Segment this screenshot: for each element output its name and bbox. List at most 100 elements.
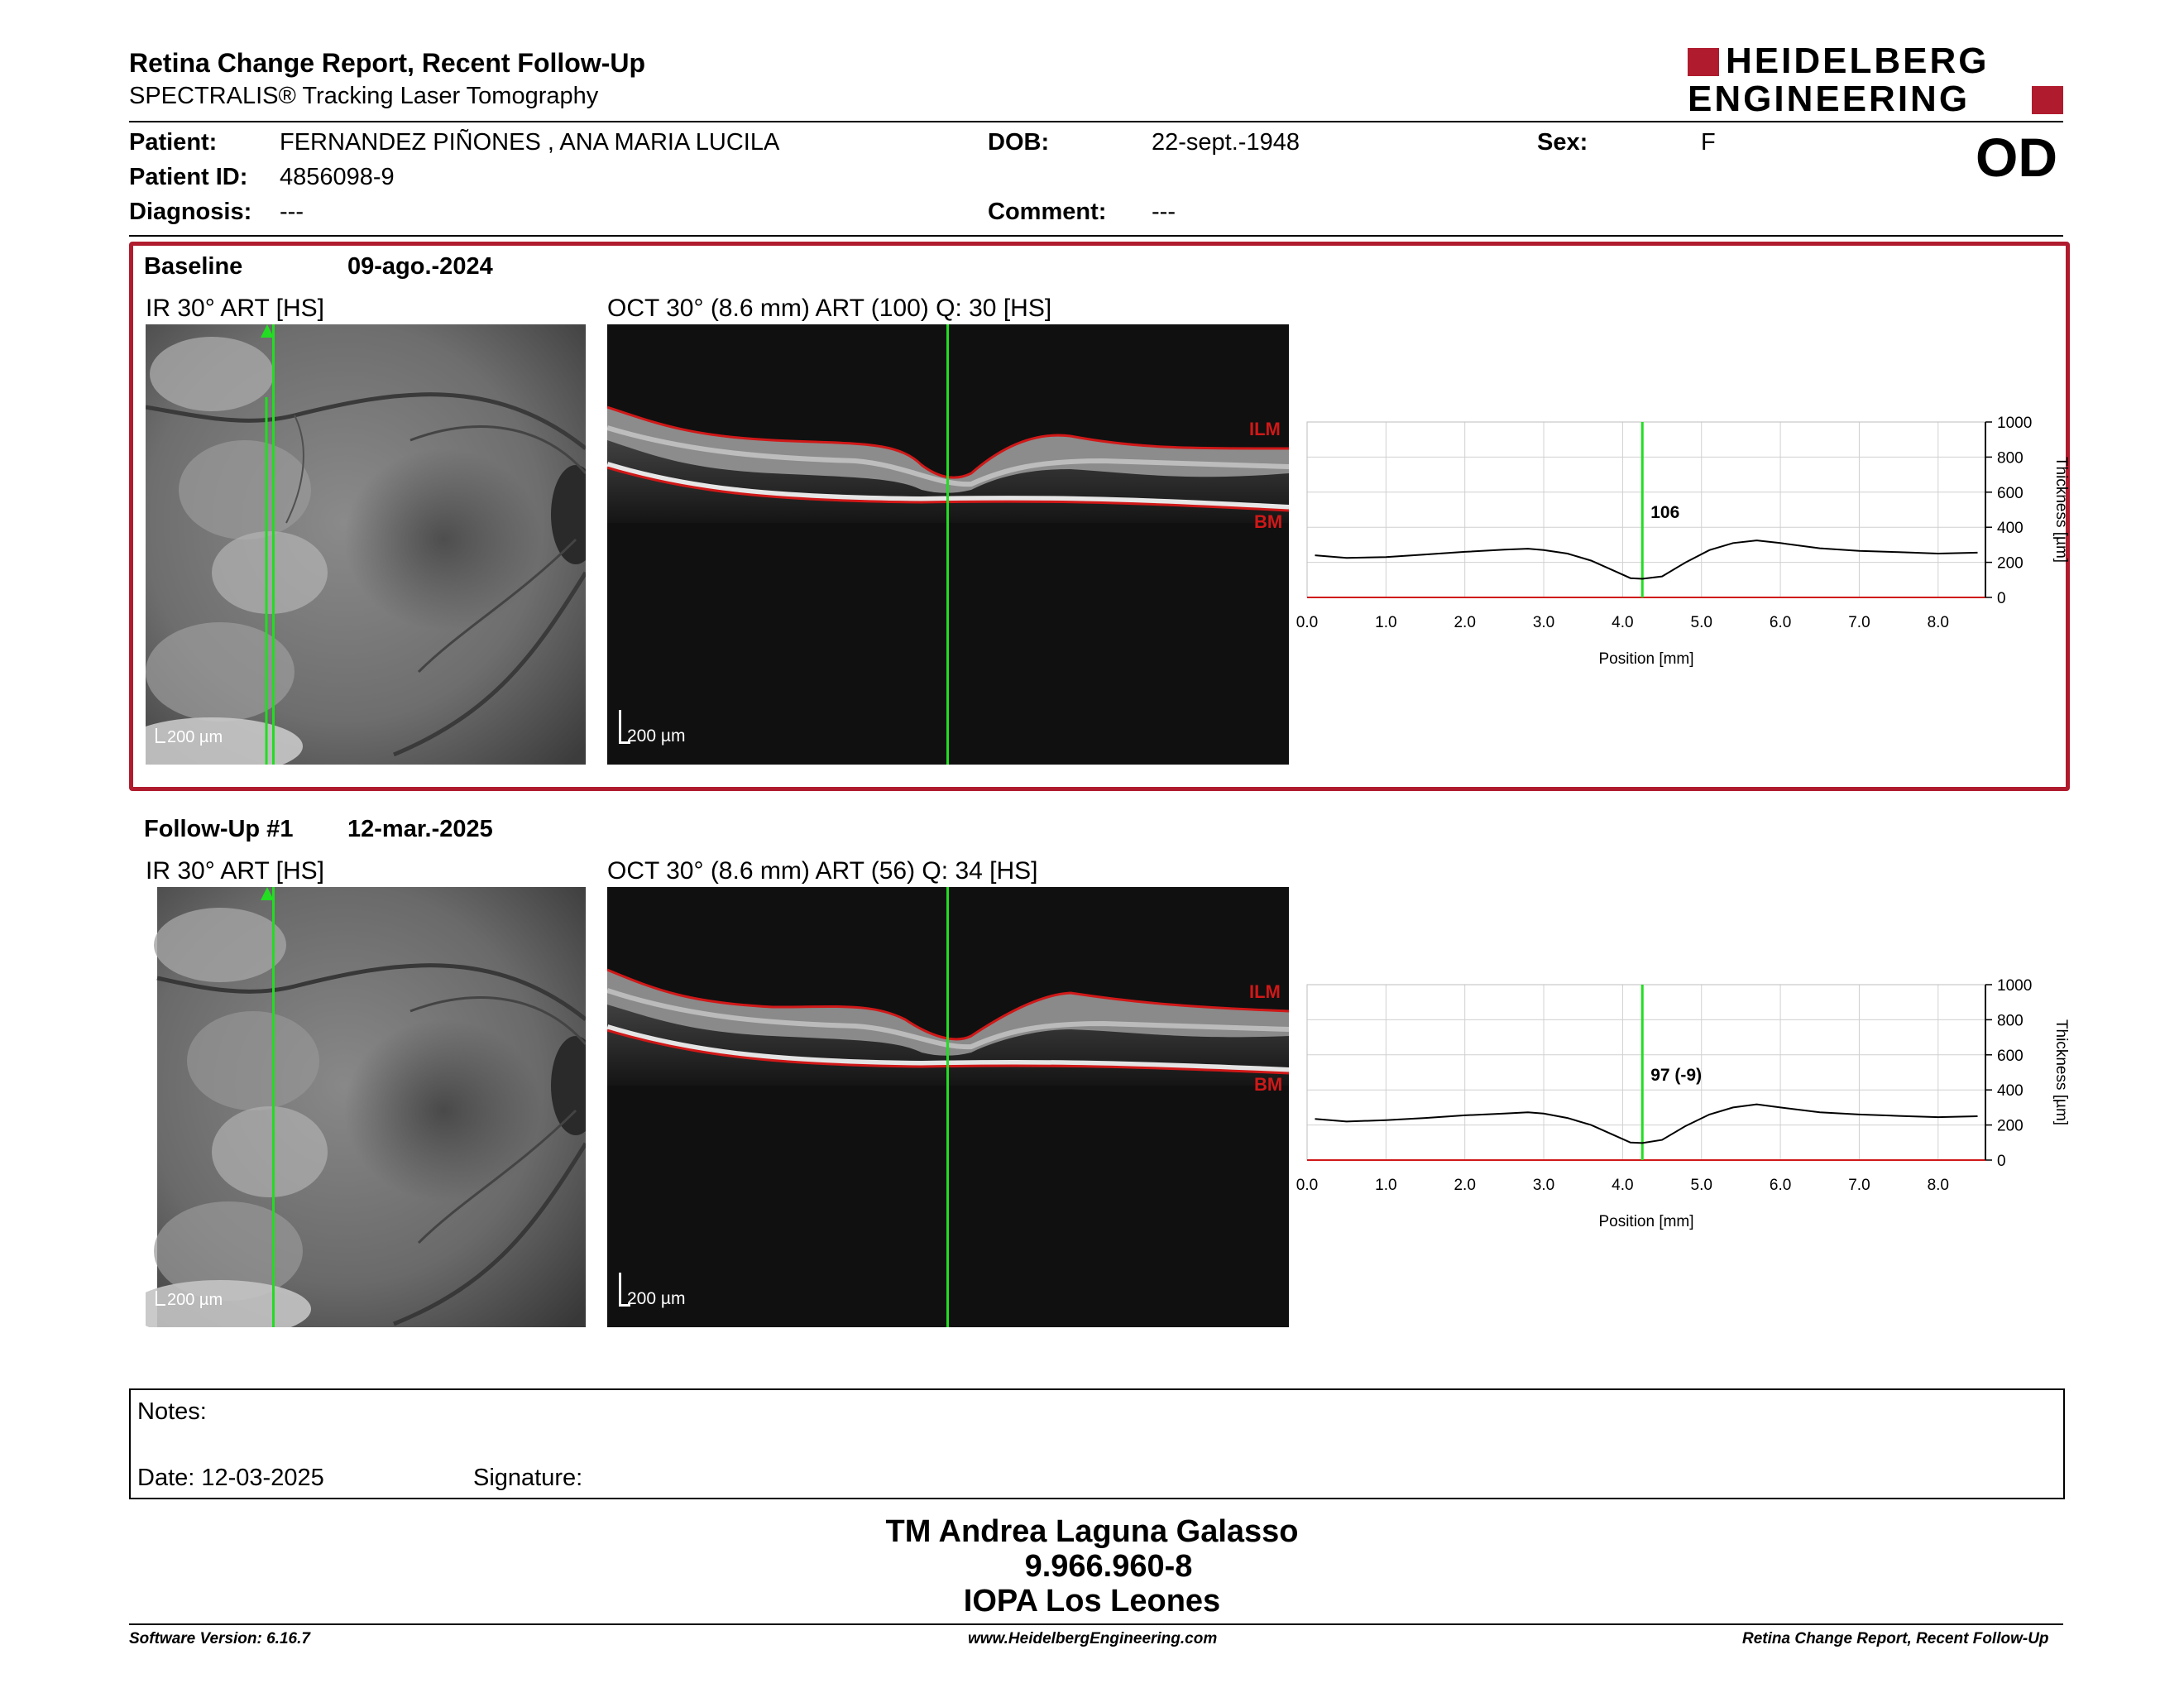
x-tick-label: 0.0 [1296, 614, 1318, 631]
baseline-label: Baseline [144, 253, 243, 280]
patient-id-value: 4856098-9 [280, 164, 395, 190]
footer-divider [129, 1623, 2063, 1625]
x-tick-label: 0.0 [1296, 1177, 1318, 1194]
oct-cursor-line [946, 324, 949, 765]
plot-frame [1306, 421, 1986, 598]
comment-label: Comment: [988, 199, 1107, 225]
y-tick-label: 400 [1997, 1082, 2024, 1100]
x-tick-label: 8.0 [1928, 1177, 1949, 1194]
y-tick-label: 200 [1997, 555, 2024, 573]
followup-ir-label: IR 30° ART [HS] [146, 857, 324, 885]
scan-arrow-icon [261, 324, 274, 338]
sex-value: F [1701, 129, 1716, 156]
plot-frame [1306, 984, 1986, 1161]
logo-square-icon [1688, 48, 1719, 76]
report-subtitle: SPECTRALIS® Tracking Laser Tomography [129, 83, 599, 109]
bm-label: BM [1254, 1074, 1283, 1095]
thickness-series-line [1315, 539, 1978, 580]
signer-org: IOPA Los Leones [963, 1584, 1221, 1618]
y-tick-label: 800 [1997, 1012, 2024, 1029]
x-tick-label: 4.0 [1612, 1177, 1633, 1194]
baseline-chart-svg: 0 200 400 600 800 1000 0.0 1.0 2.0 3.0 4.0 5.0 6.0 7.… [1296, 415, 2070, 668]
notes-box[interactable]: Notes: Date: 12-03-2025 Signature: [129, 1388, 2065, 1499]
report-title: Retina Change Report, Recent Follow-Up [129, 48, 646, 78]
baseline-oct-image[interactable]: ILM BM 200 µm [607, 324, 1289, 765]
followup-label: Follow-Up #1 [144, 816, 294, 842]
sex-label: Sex: [1537, 129, 1588, 156]
followup-oct-scale: 200 µm [627, 1289, 686, 1308]
signer-name: TM Andrea Laguna Galasso [885, 1514, 1299, 1549]
x-tick-label: 4.0 [1612, 614, 1633, 631]
x-tick-label: 5.0 [1691, 1177, 1712, 1194]
patient-id-label: Patient ID: [129, 164, 248, 190]
x-tick-label: 3.0 [1533, 614, 1554, 631]
y-tick-label: 800 [1997, 449, 2024, 467]
y-tick-label: 600 [1997, 1048, 2024, 1065]
x-tick-label: 1.0 [1375, 614, 1396, 631]
website-link[interactable]: www.HeidelbergEngineering.com [968, 1630, 1218, 1647]
baseline-oct-scale: 200 µm [627, 727, 686, 746]
y-tick-label: 400 [1997, 520, 2024, 537]
x-tick-label: 2.0 [1454, 1177, 1475, 1194]
ilm-label: ILM [1249, 981, 1281, 1002]
x-tick-label: 1.0 [1375, 1177, 1396, 1194]
scale-bar-icon [156, 728, 157, 743]
patient-divider [129, 235, 2063, 237]
x-axis-label: Position [mm] [1598, 650, 1693, 668]
oct-scale-bar-foot [619, 1304, 630, 1307]
y-tick-label: 1000 [1997, 415, 2032, 432]
baseline-frame [129, 242, 2070, 791]
diagnosis-value: --- [280, 199, 304, 225]
diagnosis-label: Diagnosis: [129, 199, 252, 225]
patient-name: FERNANDEZ PIÑONES , ANA MARIA LUCILA [280, 129, 780, 156]
followup-thickness-chart: 0 200 400 600 800 1000 0.0 1.0 2.0 3.0 4.0 5.0 6.0 7.… [1291, 971, 2085, 1244]
logo-line2: ENGINEERING [1688, 79, 1971, 119]
baseline-date: 09-ago.-2024 [347, 253, 493, 280]
followup-ir-image[interactable]: 200 µm [146, 887, 586, 1327]
x-tick-label: 6.0 [1770, 614, 1791, 631]
eye-indicator: OD [1976, 127, 2057, 188]
cursor-value-label: 106 [1650, 503, 1679, 522]
logo-square-icon-2 [2032, 86, 2063, 114]
patient-label: Patient: [129, 129, 218, 156]
x-tick-label: 6.0 [1770, 1177, 1791, 1194]
x-tick-label: 3.0 [1533, 1177, 1554, 1194]
baseline-ir-image[interactable]: 200 µm [146, 324, 586, 765]
scan-arrow-icon [261, 887, 274, 900]
notes-date: Date: 12-03-2025 [137, 1465, 324, 1491]
ilm-label: ILM [1249, 419, 1281, 439]
footer-report-name: Retina Change Report, Recent Follow-Up [1742, 1630, 2049, 1647]
followup-oct-image[interactable]: ILM BM 200 µm [607, 887, 1289, 1327]
baseline-ir-scale: 200 µm [167, 728, 223, 746]
y-tick-label: 200 [1997, 1118, 2024, 1135]
baseline-thickness-chart: 0 200 400 600 800 1000 0.0 1.0 2.0 3.0 4.0 5.0 6.0 7.… [1291, 409, 2085, 682]
y-axis-label: Thickness [µm] [2052, 457, 2070, 563]
scale-bar-foot [156, 741, 165, 743]
notes-label: Notes: [137, 1398, 207, 1425]
scale-bar-icon [156, 1291, 157, 1306]
y-tick-label: 0 [1997, 1153, 2006, 1170]
logo-line1: HEIDELBERG [1726, 41, 1990, 81]
cursor-value-label: 97 (-9) [1650, 1066, 1702, 1085]
x-axis-label: Position [mm] [1598, 1213, 1693, 1230]
x-tick-label: 2.0 [1454, 614, 1475, 631]
oct-scale-bar-foot [619, 741, 630, 744]
baseline-oct-label: OCT 30° (8.6 mm) ART (100) Q: 30 [HS] [607, 295, 1052, 322]
dob-label: DOB: [988, 129, 1050, 156]
x-tick-label: 5.0 [1691, 614, 1712, 631]
thickness-series-line [1315, 1103, 1978, 1144]
signer-id: 9.966.960-8 [1024, 1549, 1193, 1584]
signature-label: Signature: [473, 1465, 583, 1491]
followup-date: 12-mar.-2025 [347, 816, 493, 842]
y-tick-label: 0 [1997, 590, 2006, 607]
header-divider [129, 121, 2063, 122]
scale-bar-foot [156, 1304, 165, 1306]
baseline-ir-label: IR 30° ART [HS] [146, 295, 324, 322]
x-tick-label: 7.0 [1848, 1177, 1870, 1194]
dob-value: 22-sept.-1948 [1152, 129, 1300, 156]
y-axis-label: Thickness [µm] [2052, 1019, 2070, 1125]
followup-ir-scale: 200 µm [167, 1291, 223, 1309]
y-tick-label: 1000 [1997, 977, 2032, 995]
comment-value: --- [1152, 199, 1176, 225]
followup-chart-svg: 0 200 400 600 800 1000 0.0 1.0 2.0 3.0 4.0 5.0 6.0 7.… [1296, 977, 2070, 1230]
